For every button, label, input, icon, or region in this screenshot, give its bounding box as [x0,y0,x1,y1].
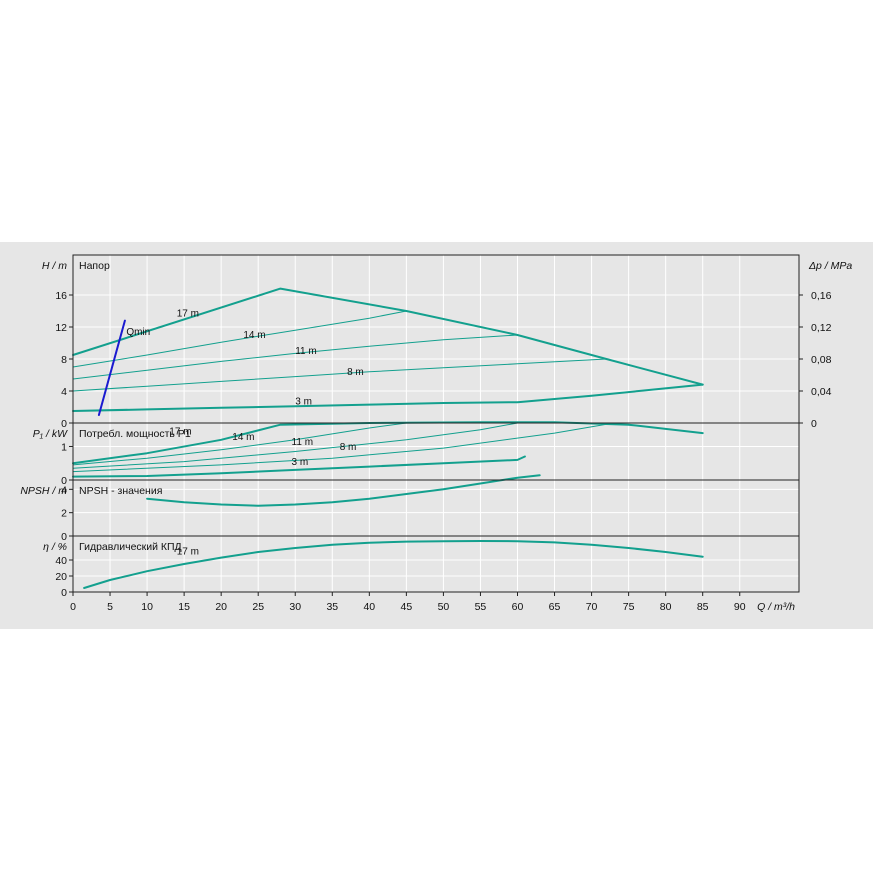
efficiency-y-tick-label: 20 [55,571,67,583]
right-y-tick-label: 0 [811,418,817,430]
x-tick-label: 55 [475,601,487,613]
power-axis-label: P₁ / kW [33,428,68,440]
power-curve-label: 14 m [232,432,254,443]
head-curve-label: 17 m [177,309,199,320]
head-curve-label: 14 m [243,330,265,341]
x-tick-label: 65 [549,601,561,613]
head-curve-11m [72,334,518,380]
efficiency-axis-label: η / % [43,541,67,553]
efficiency-curve [83,540,704,589]
x-tick-label: 90 [734,601,746,613]
right-y-tick-label: 0,16 [811,290,832,302]
x-tick-label: 80 [660,601,672,613]
power-curve-8m [72,422,615,473]
efficiency-y-tick-label: 0 [61,587,67,599]
power-y-tick-label: 1 [61,441,67,453]
head-axis-label: H / m [42,260,67,272]
right-y-tick-label: 0,08 [811,354,832,366]
power-y-tick-label: 0 [61,475,67,487]
x-tick-label: 70 [586,601,598,613]
npsh-y-tick-label: 4 [61,484,67,496]
power-curve-label: 17 m [169,427,191,438]
efficiency-curve-label: 17 m [177,546,199,557]
power-curve-14m [72,422,407,466]
head-curve-label: 3 m [295,397,312,408]
x-tick-label: 60 [512,601,524,613]
right-axis-label: Δp / MPa [808,260,852,272]
npsh-axis-label: NPSH / m [20,485,67,497]
head-y-tick-label: 12 [55,322,67,334]
qmin-line [97,319,126,416]
power-curve-label: 11 m [292,437,314,448]
x-tick-label: 20 [215,601,227,613]
power-curve-label: 3 m [292,457,309,468]
head-panel-title: Напор [79,260,110,272]
x-tick-label: 25 [252,601,264,613]
x-tick-label: 75 [623,601,635,613]
x-tick-label: 40 [363,601,375,613]
npsh-panel-title: NPSH - значения [79,485,162,497]
power-panel-title: Потребл. мощность P1 [79,428,191,440]
head-curve-label: 8 m [347,367,364,378]
efficiency-y-tick-label: 40 [55,555,67,567]
npsh-panel-frame [72,479,800,537]
qmin-label: Qmin [126,327,150,338]
npsh-y-tick-label: 2 [61,508,67,520]
x-tick-label: 5 [107,601,113,613]
x-tick-label: 45 [401,601,413,613]
right-y-tick-label: 0,12 [811,322,832,334]
head-y-tick-label: 4 [61,386,67,398]
head-y-tick-label: 8 [61,354,67,366]
head-curve-min [72,383,704,412]
head-panel-frame [72,254,800,424]
x-tick-label: 50 [438,601,450,613]
power-curve-label: 8 m [340,442,357,453]
npsh-y-tick-label: 0 [61,531,67,543]
x-axis-label: Q / m³/h [757,601,795,613]
head-y-tick-label: 16 [55,290,67,302]
head-curve-label: 11 m [295,346,317,357]
head-curve-14m [72,310,407,368]
efficiency-panel-title: Гидравлический КПД [79,541,182,553]
head-y-tick-label: 0 [61,418,67,430]
head-curve-8m [72,358,607,392]
right-y-tick-label: 0,04 [811,386,832,398]
x-tick-label: 85 [697,601,709,613]
power-curve-min [72,455,526,478]
x-tick-label: 35 [326,601,338,613]
npsh-curve [146,474,541,507]
x-tick-label: 0 [70,601,76,613]
x-tick-label: 15 [178,601,190,613]
power-curve-11m [72,422,518,469]
head-curve-max [72,287,704,386]
x-tick-label: 30 [289,601,301,613]
x-tick-label: 10 [141,601,153,613]
efficiency-panel-frame [72,535,800,593]
